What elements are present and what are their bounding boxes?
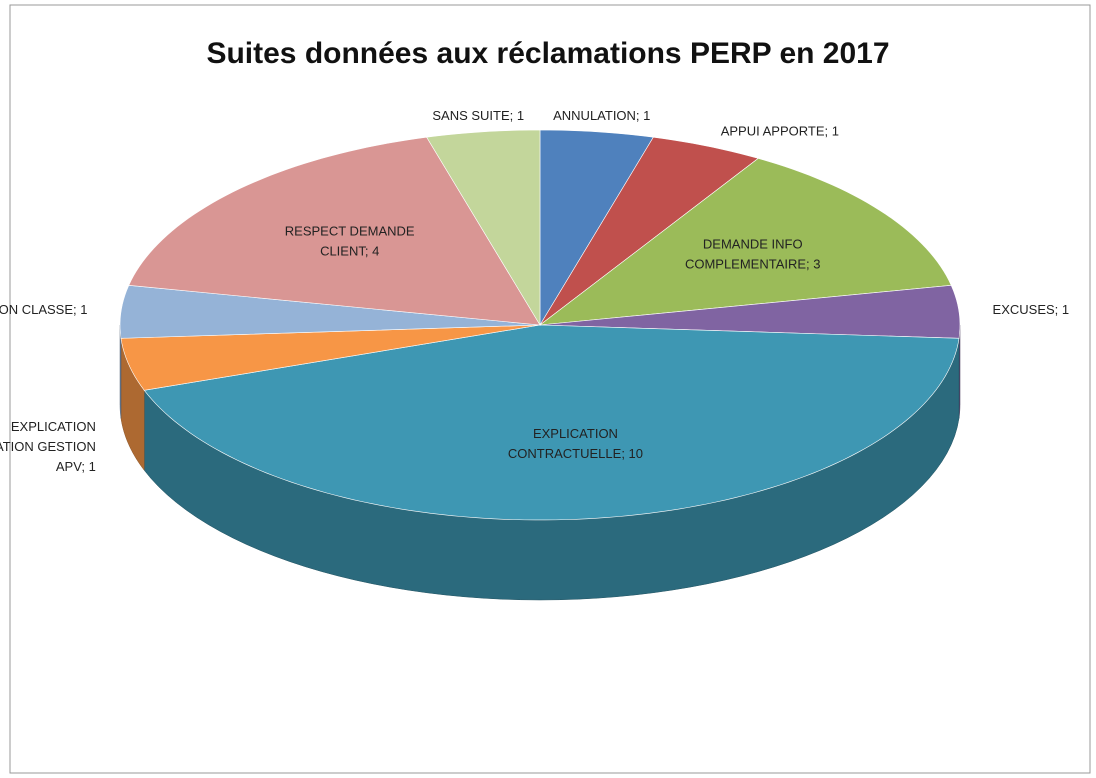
data-label: NON CLASSE; 1 [0, 302, 87, 317]
pie-slice [426, 129, 541, 327]
data-label: RESPECT DEMANDE CLIENT; 4 [285, 224, 415, 259]
pie-slice [539, 136, 759, 326]
data-label: DEMANDE INFO COMPLEMENTAIRE; 3 [685, 237, 821, 272]
pie-slice [119, 285, 541, 339]
data-label: ANNULATION; 1 [553, 108, 650, 123]
data-label: SANS SUITE; 1 [432, 108, 524, 123]
data-label: APPUI APPORTE; 1 [721, 123, 839, 138]
pie-slice [120, 324, 541, 391]
pie-slice [539, 285, 961, 339]
chart-title: Suites données aux réclamations PERP en … [206, 37, 889, 70]
data-label: EXCUSES; 1 [993, 302, 1070, 317]
pie-slice [143, 324, 960, 521]
pie-slice [128, 136, 541, 326]
pie-slice [539, 129, 654, 327]
pie-slice [538, 158, 952, 326]
data-label: EXPLICATION CONTRACTUELLE; 10 [508, 426, 643, 461]
